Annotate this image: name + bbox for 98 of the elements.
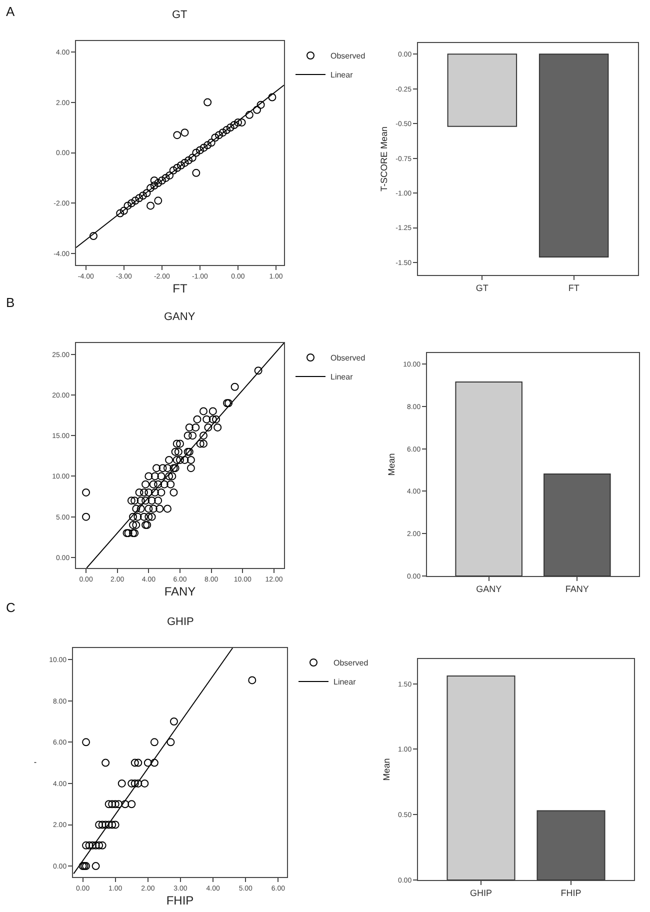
point	[154, 179, 162, 188]
text: C	[6, 600, 16, 615]
point	[196, 146, 204, 154]
point	[128, 199, 136, 208]
point	[166, 738, 175, 746]
point	[146, 202, 155, 210]
point	[158, 176, 166, 184]
point	[138, 192, 147, 200]
point	[111, 800, 120, 808]
legend-label: Observed	[334, 658, 368, 668]
point	[108, 820, 116, 829]
x-tick-label: GHIP	[470, 888, 492, 898]
legend-label: Linear	[330, 70, 354, 80]
point	[204, 98, 212, 106]
point	[116, 209, 124, 218]
point	[118, 779, 126, 788]
point	[192, 168, 200, 177]
point	[124, 202, 132, 210]
point	[150, 758, 158, 767]
legend-label: Observed	[330, 52, 366, 61]
point	[82, 738, 90, 746]
point	[268, 93, 276, 102]
point	[162, 174, 170, 182]
point	[211, 134, 220, 142]
point	[166, 171, 174, 180]
chart-title: GT	[172, 9, 188, 21]
point	[131, 196, 140, 205]
point	[150, 176, 158, 184]
point	[192, 148, 200, 157]
point	[98, 841, 106, 850]
legend-label: Linear	[334, 678, 356, 687]
point	[95, 820, 104, 829]
point	[134, 758, 142, 767]
point	[180, 128, 189, 137]
chart-title: GHIP	[167, 616, 194, 628]
legend-label: Linear	[330, 372, 354, 382]
y-axis-title: '	[32, 761, 42, 764]
point	[98, 820, 106, 829]
point	[82, 862, 90, 870]
point	[226, 124, 234, 132]
point	[92, 841, 100, 850]
point	[222, 126, 231, 134]
point	[104, 800, 113, 808]
point	[150, 182, 158, 190]
point	[173, 164, 182, 172]
point	[130, 758, 139, 767]
point	[102, 758, 110, 767]
point	[188, 154, 196, 162]
point	[82, 841, 90, 850]
point	[85, 841, 94, 850]
point	[169, 166, 178, 174]
chart-title: GANY	[164, 311, 196, 323]
text: B	[6, 295, 15, 310]
point	[121, 800, 130, 808]
y-axis-title: Mean	[381, 758, 392, 781]
point	[200, 144, 208, 152]
point	[130, 779, 139, 788]
point	[256, 100, 265, 109]
point	[245, 110, 254, 119]
point	[104, 820, 113, 829]
point	[173, 131, 182, 140]
point	[230, 121, 238, 129]
point	[180, 158, 189, 167]
point	[108, 800, 116, 808]
point	[111, 820, 120, 829]
point	[92, 862, 100, 870]
point	[238, 118, 246, 126]
point	[218, 128, 227, 137]
point	[176, 161, 185, 170]
point	[114, 800, 123, 808]
point	[89, 232, 98, 240]
point	[140, 779, 149, 788]
point	[128, 800, 136, 808]
point	[144, 758, 152, 767]
text: A	[6, 4, 15, 19]
point	[95, 841, 104, 850]
point	[253, 106, 261, 114]
y-axis-title: T-SCORE Mean	[378, 126, 389, 192]
point	[102, 820, 110, 829]
point	[248, 676, 256, 684]
point	[184, 156, 193, 164]
point	[154, 196, 162, 205]
point	[134, 779, 142, 788]
point	[207, 138, 216, 147]
legend-label: Observed	[330, 354, 366, 363]
point	[214, 131, 223, 140]
point	[135, 194, 144, 202]
point	[204, 141, 212, 150]
point	[146, 184, 155, 192]
x-tick-label: FHIP	[560, 888, 582, 898]
point	[128, 779, 136, 788]
point	[120, 206, 128, 215]
point	[150, 738, 158, 746]
y-axis-title: Mean	[386, 453, 396, 476]
point	[234, 118, 242, 126]
point	[142, 189, 151, 198]
point	[170, 718, 178, 726]
point	[88, 841, 97, 850]
